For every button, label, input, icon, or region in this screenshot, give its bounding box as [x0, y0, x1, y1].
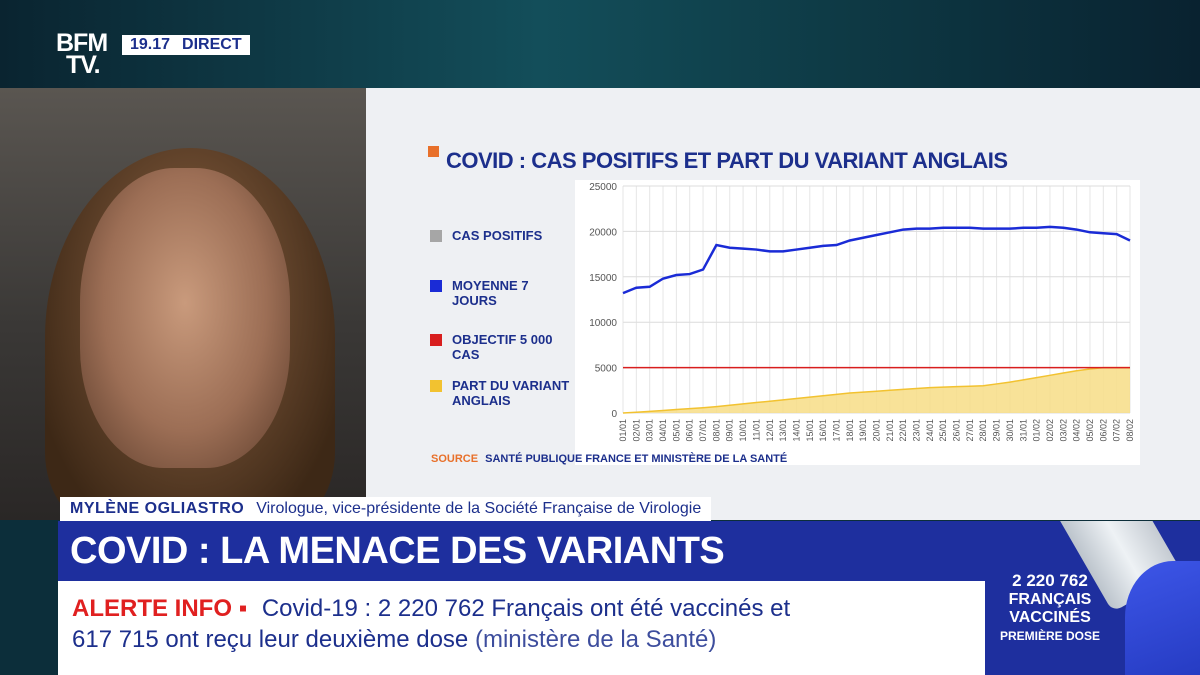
x-tick-label: 22/01	[898, 419, 908, 442]
x-tick-label: 28/01	[978, 419, 988, 442]
x-tick-label: 21/01	[885, 419, 895, 442]
x-tick-label: 23/01	[912, 419, 922, 442]
x-tick-label: 07/02	[1112, 419, 1122, 442]
vaccination-stat-panel: 2 220 762 FRANÇAIS VACCINÉS PREMIÈRE DOS…	[985, 521, 1200, 675]
headline-banner: COVID : LA MENACE DES VARIANTS	[58, 521, 985, 581]
x-tick-label: 06/02	[1098, 419, 1108, 442]
stat-line1: FRANÇAIS	[1008, 591, 1092, 608]
x-tick-label: 13/01	[778, 419, 788, 442]
chart-source: SOURCE SANTÉ PUBLIQUE FRANCE ET MINISTÈR…	[431, 453, 787, 465]
ticker-text1: Covid-19 : 2 220 762 Français ont été va…	[261, 595, 791, 622]
x-tick-label: 26/01	[952, 419, 962, 442]
x-tick-label: 03/02	[1058, 419, 1068, 442]
x-tick-label: 10/01	[738, 419, 748, 442]
x-tick-label: 27/01	[965, 419, 975, 442]
x-tick-label: 09/01	[725, 419, 735, 442]
x-tick-label: 03/01	[645, 419, 655, 442]
x-tick-label: 18/01	[845, 419, 855, 442]
legend-item-cas-positifs: CAS POSITIFS	[430, 228, 592, 243]
stat-number: 2 220 762	[1012, 571, 1088, 590]
x-tick-label: 20/01	[872, 419, 882, 442]
legend-item-variant: PART DU VARIANT ANGLAIS	[430, 378, 592, 408]
legend-swatch	[430, 230, 442, 242]
logo-line2: TV.	[66, 51, 101, 79]
legend-swatch	[430, 334, 442, 346]
legend-label: CAS POSITIFS	[452, 228, 543, 243]
y-tick-label: 0	[611, 409, 617, 420]
channel-header: BFM TV. 19.17 DIRECT	[0, 0, 1200, 88]
x-tick-label: 07/01	[698, 419, 708, 442]
y-tick-label: 15000	[589, 273, 617, 284]
line-chart: 0 5000 10000 15000 20000 25000 01/01 02/01 03/01…	[575, 180, 1140, 465]
x-tick-label: 06/01	[685, 419, 695, 442]
x-tick-label: 24/01	[925, 419, 935, 442]
x-tick-label: 12/01	[765, 419, 775, 442]
legend-item-objectif: OBJECTIF 5 000 CAS	[430, 332, 562, 362]
x-tick-label: 16/01	[818, 419, 828, 442]
legend-swatch	[430, 280, 442, 292]
ticker-line2: 617 715 ont reçu leur deuxième dose (min…	[72, 626, 716, 654]
vaccination-stat: 2 220 762 FRANÇAIS VACCINÉS PREMIÈRE DOS…	[995, 571, 1105, 645]
x-tick-label: 08/02	[1125, 419, 1135, 442]
clock-time: 19.17	[130, 36, 171, 53]
time-live-badge: 19.17 DIRECT	[122, 35, 250, 55]
x-tick-label: 02/02	[1045, 419, 1055, 442]
x-tick-label: 29/01	[992, 419, 1002, 442]
legend-label: MOYENNE 7 JOURS	[452, 278, 529, 308]
source-text: SANTÉ PUBLIQUE FRANCE ET MINISTÈRE DE LA…	[485, 453, 788, 465]
stat-line2: VACCINÉS	[1009, 609, 1091, 626]
live-label: DIRECT	[182, 36, 242, 53]
title-square-icon	[428, 146, 439, 157]
y-tick-label: 5000	[595, 364, 618, 375]
guest-name: MYLÈNE OGLIASTRO	[70, 500, 245, 517]
y-tick-label: 10000	[589, 318, 617, 329]
x-tick-label: 02/01	[631, 419, 641, 442]
x-tick-label: 30/01	[1005, 419, 1015, 442]
x-tick-label: 25/01	[938, 419, 948, 442]
series-line-variant-anglais	[622, 366, 1130, 414]
chart-title: COVID : CAS POSITIFS ET PART DU VARIANT …	[446, 148, 1008, 173]
x-tick-label: 01/01	[618, 419, 628, 442]
x-tick-label: 01/02	[1032, 419, 1042, 442]
legend-label: OBJECTIF 5 000 CAS	[452, 332, 553, 362]
source-key: SOURCE	[431, 453, 479, 465]
x-tick-label: 05/02	[1085, 419, 1095, 442]
bfmtv-logo: BFM TV.	[56, 29, 108, 79]
ticker-text2: 617 715 ont reçu leur deuxième dose	[72, 626, 469, 653]
x-tick-label: 19/01	[858, 419, 868, 442]
glove-hand-image	[1125, 561, 1200, 675]
x-tick-label: 31/01	[1018, 419, 1028, 442]
logo-line1: BFM	[56, 29, 108, 57]
series-area-variant-anglais	[623, 367, 1130, 413]
stat-line3: PREMIÈRE DOSE	[999, 629, 1101, 643]
legend-swatch	[430, 380, 442, 392]
x-tick-label: 14/01	[791, 419, 801, 442]
alert-ticker: ALERTE INFO ▪ Covid-19 : 2 220 762 Franç…	[58, 581, 985, 675]
legend-label: PART DU VARIANT ANGLAIS	[452, 378, 570, 408]
x-tick-label: 11/01	[751, 419, 761, 441]
x-tick-label: 17/01	[831, 419, 841, 442]
x-tick-label: 08/01	[711, 419, 721, 442]
x-tick-label: 15/01	[805, 419, 815, 442]
y-tick-label: 20000	[589, 227, 617, 238]
ticker-line1: ALERTE INFO ▪ Covid-19 : 2 220 762 Franç…	[72, 595, 790, 623]
x-tick-label: 04/02	[1072, 419, 1082, 442]
legend-item-moyenne: MOYENNE 7 JOURS	[430, 278, 562, 308]
guest-role: Virologue, vice-présidente de la Société…	[256, 500, 702, 517]
series-line-moyenne-7-jours	[622, 225, 1131, 295]
guest-video-feed	[0, 88, 366, 520]
ticker-source: (ministère de la Santé)	[474, 626, 717, 653]
guest-name-bar: MYLÈNE OGLIASTRO Virologue, vice-préside…	[60, 497, 712, 521]
y-tick-label: 25000	[589, 182, 617, 193]
alert-info-label: ALERTE INFO ▪	[72, 595, 248, 622]
x-tick-label: 05/01	[671, 419, 681, 442]
guest-face-shape	[80, 168, 290, 468]
x-tick-label: 04/01	[658, 419, 668, 442]
